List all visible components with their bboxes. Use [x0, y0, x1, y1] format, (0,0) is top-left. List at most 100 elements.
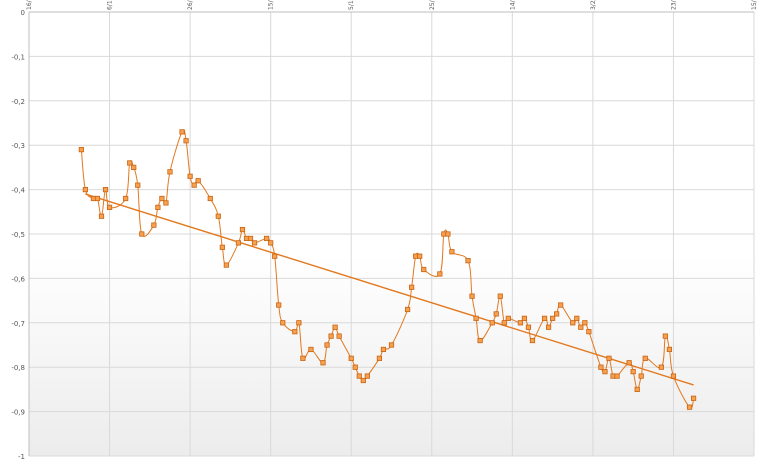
data-point [328, 333, 334, 339]
data-point [437, 271, 443, 277]
data-point [131, 164, 137, 170]
data-point [159, 195, 165, 202]
data-point [215, 213, 221, 219]
data-point [638, 373, 644, 379]
y-tick-label: -0,9 [11, 409, 25, 417]
data-point [268, 240, 274, 246]
x-tick-label: 23/2/23 [670, 0, 677, 10]
y-tick-label: -0,1 [11, 53, 25, 61]
data-point [409, 284, 415, 290]
data-point [477, 337, 483, 344]
data-point [376, 355, 383, 361]
data-point [251, 240, 258, 246]
data-point [364, 373, 370, 379]
data-point [235, 240, 242, 246]
data-point [183, 138, 189, 144]
data-point [195, 178, 201, 184]
data-point [525, 324, 532, 330]
data-point [630, 369, 636, 375]
x-tick-label: 15/11/22 [268, 0, 275, 10]
data-point [465, 258, 471, 264]
data-point [167, 169, 173, 175]
x-tick-label: 5/12/22 [348, 0, 355, 10]
data-point [550, 315, 556, 321]
data-point [666, 346, 673, 353]
x-tick-label: 3/2/23 [590, 0, 597, 10]
x-tick-label: 15/3/23 [751, 0, 758, 10]
data-point [82, 186, 88, 193]
y-tick-label: -0,8 [11, 364, 25, 372]
data-point [276, 302, 282, 308]
data-point [135, 182, 141, 188]
data-point [554, 311, 560, 317]
grid [28, 11, 755, 457]
data-point [98, 213, 105, 219]
y-tick-label: -0,5 [11, 231, 25, 239]
data-point [421, 266, 427, 273]
data-point [187, 173, 193, 179]
data-point [529, 337, 536, 344]
data-point [139, 231, 145, 237]
x-tick-label: 14/1/23 [509, 0, 516, 10]
data-point [686, 404, 693, 410]
data-point [191, 182, 197, 188]
data-point [264, 235, 270, 242]
data-point [360, 377, 366, 384]
data-point [356, 373, 362, 379]
data-point [445, 231, 451, 237]
y-tick-label: -0,7 [11, 320, 25, 328]
data-point [292, 329, 298, 335]
trendline-layer [85, 193, 694, 386]
data-point [473, 315, 479, 321]
data-point [348, 355, 354, 361]
data-point [320, 360, 326, 366]
data-point [598, 364, 604, 370]
data-point [541, 315, 548, 321]
data-point [517, 320, 523, 326]
y-tick-label: -1 [18, 453, 25, 461]
data-point [662, 333, 668, 339]
data-point [626, 360, 632, 366]
data-point [296, 320, 302, 326]
data-point [642, 355, 648, 361]
data-point [179, 129, 185, 135]
data-point [223, 262, 229, 268]
data-point [690, 395, 697, 401]
data-point [602, 369, 608, 375]
x-tick-label: 6/10/22 [107, 0, 114, 10]
data-point [634, 386, 640, 393]
y-tick-label: -0,6 [11, 275, 25, 283]
y-tick-label: -0,3 [11, 142, 25, 150]
data-point [497, 293, 503, 299]
data-point [308, 346, 314, 353]
x-tick-label: 25/12/22 [429, 0, 436, 10]
data-point [78, 147, 84, 153]
data-point [106, 204, 113, 210]
data-point [151, 222, 157, 228]
data-point [570, 320, 576, 326]
data-point [280, 320, 286, 326]
data-point [102, 186, 109, 193]
data-point [324, 342, 330, 348]
data-point [219, 244, 225, 250]
data-point [332, 324, 338, 330]
data-point [336, 333, 342, 339]
data-point [239, 226, 246, 233]
x-tick-label: 16/9/22 [26, 0, 33, 10]
data-point [493, 311, 499, 317]
data-point [405, 306, 411, 313]
data-point [558, 302, 564, 308]
data-point [578, 324, 584, 330]
data-point [574, 315, 580, 321]
data-point [501, 320, 507, 326]
data-point [155, 204, 161, 210]
data-point [545, 324, 552, 330]
axes: 0 -0,1 -0,2 -0,3 -0,4 -0,5 -0,6 -0,7 -0,8 -0,9 -1 1… [11, 0, 758, 461]
data-point [505, 315, 511, 321]
data-point [614, 373, 620, 379]
data-point [449, 249, 455, 255]
y-tick-label: 0 [21, 9, 25, 17]
data-point [469, 293, 475, 299]
